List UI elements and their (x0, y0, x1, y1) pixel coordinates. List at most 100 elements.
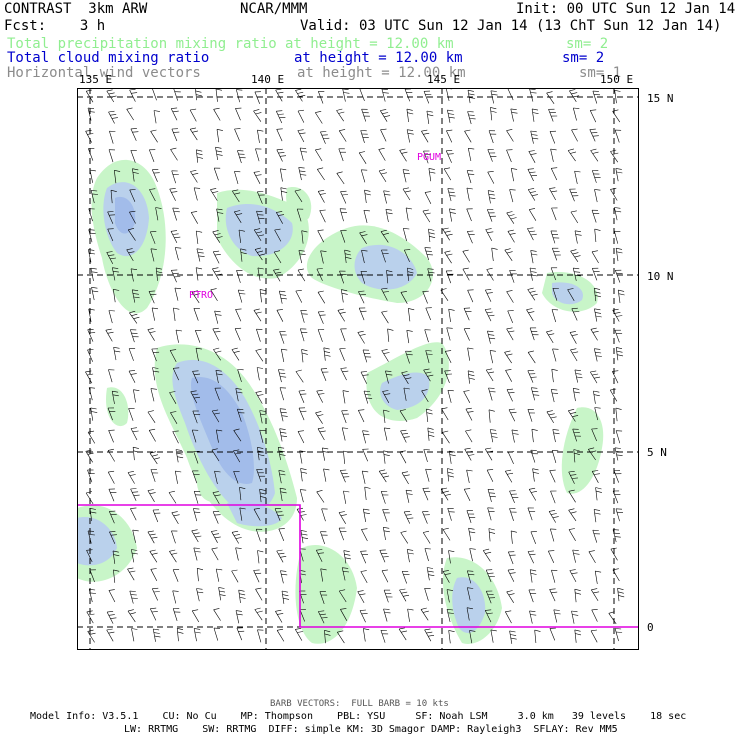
wind-barb (300, 468, 308, 482)
wind-barb (444, 370, 453, 384)
wind-barb (106, 89, 117, 103)
wind-barb (527, 227, 537, 241)
wind-barb (212, 250, 221, 264)
wind-barb (383, 409, 390, 424)
wind-barb (130, 329, 139, 343)
wind-barb (422, 511, 430, 524)
wind-barb (255, 528, 263, 542)
wind-barb (442, 570, 451, 583)
wind-barb (383, 450, 390, 464)
wind-barb (150, 129, 158, 143)
wind-barb (401, 371, 412, 384)
wind-barb (610, 187, 618, 201)
wind-barb (548, 108, 558, 122)
wind-barb (239, 487, 246, 501)
wind-barb (530, 130, 539, 144)
wind-barb (175, 470, 182, 484)
wind-barb (295, 88, 306, 102)
wind-barb (488, 387, 496, 401)
wind-barb (150, 568, 158, 582)
wind-barb (589, 109, 597, 123)
wind-barb (358, 307, 367, 321)
wind-barb (569, 331, 578, 344)
wind-barb (316, 549, 324, 562)
wind-barb (466, 510, 476, 523)
wind-barb (462, 267, 470, 281)
wind-barb (149, 451, 160, 465)
wind-barb (615, 508, 624, 522)
wind-barb (551, 368, 558, 383)
wind-barb (169, 188, 178, 201)
barb-note: BARB VECTORS: FULL BARB = 10 kts (270, 699, 449, 709)
wind-barb (551, 207, 558, 221)
wind-barb (320, 568, 327, 582)
wind-barb (399, 450, 407, 464)
wind-barb (211, 547, 219, 561)
wind-barb (276, 628, 285, 642)
wind-barb (548, 550, 555, 564)
wind-barb (107, 407, 116, 421)
wind-barb (487, 489, 496, 502)
wind-barb (509, 270, 517, 283)
wind-barb (170, 107, 179, 121)
wind-barb (529, 267, 538, 281)
wind-barb (527, 188, 538, 201)
wind-barb (574, 629, 582, 643)
wind-barb (594, 308, 602, 322)
wind-barb (150, 607, 158, 621)
wind-barb (378, 469, 390, 483)
wind-barb (422, 290, 429, 304)
wind-barb (363, 508, 370, 522)
wind-barb (491, 247, 498, 262)
wind-barb (299, 489, 307, 503)
wind-barb (191, 290, 200, 304)
wind-barb (362, 349, 372, 363)
station-label-ptro: PTRO (189, 290, 213, 301)
wind-barb (107, 470, 115, 484)
wind-barb (440, 487, 451, 501)
org-label: NCAR/MMM (240, 1, 308, 17)
wind-barb (400, 291, 408, 304)
wind-barb (423, 90, 432, 104)
wind-barb (464, 447, 475, 461)
wind-barb (253, 308, 262, 322)
wind-barb (213, 347, 222, 361)
wind-barb (128, 348, 136, 361)
wind-barb (168, 490, 177, 504)
wind-barb (87, 329, 96, 342)
wind-barb (528, 208, 537, 221)
wind-barb (484, 308, 495, 322)
wind-barb (298, 390, 307, 404)
wind-barb (195, 267, 203, 281)
wind-barb (112, 550, 120, 564)
wind-barb (147, 489, 156, 502)
wind-barb (231, 347, 240, 361)
wind-barb (591, 588, 600, 602)
wind-barb (357, 330, 366, 344)
wind-barb (508, 408, 517, 422)
wind-barb (591, 428, 598, 442)
model-info-line2: LW: RRTMG SW: RRTMG DIFF: simple KM: 3D … (124, 724, 618, 735)
precip-field-label: Total precipitation mixing ratio (7, 36, 277, 52)
wind-barb (487, 171, 495, 184)
wind-barb (593, 509, 601, 523)
wind-barb (591, 609, 598, 622)
lat-label-0: 0 (647, 621, 654, 634)
wind-barb (253, 508, 261, 521)
wind-barb (407, 267, 414, 281)
wind-barb (301, 349, 308, 363)
wind-barb (171, 269, 181, 283)
wind-barb (569, 188, 579, 202)
wind-barb (343, 450, 350, 464)
wind-barb (442, 527, 451, 541)
wind-barb (550, 167, 558, 181)
wind-barb (615, 247, 623, 262)
wind-barb (171, 170, 179, 184)
wind-barb (213, 608, 221, 621)
wind-barb (529, 88, 537, 102)
wind-barb (214, 310, 222, 324)
wind-field-label: Horizontal wind vectors (7, 65, 201, 81)
wind-barb (506, 590, 515, 603)
wind-barb (239, 507, 246, 521)
wind-barb (85, 449, 94, 463)
